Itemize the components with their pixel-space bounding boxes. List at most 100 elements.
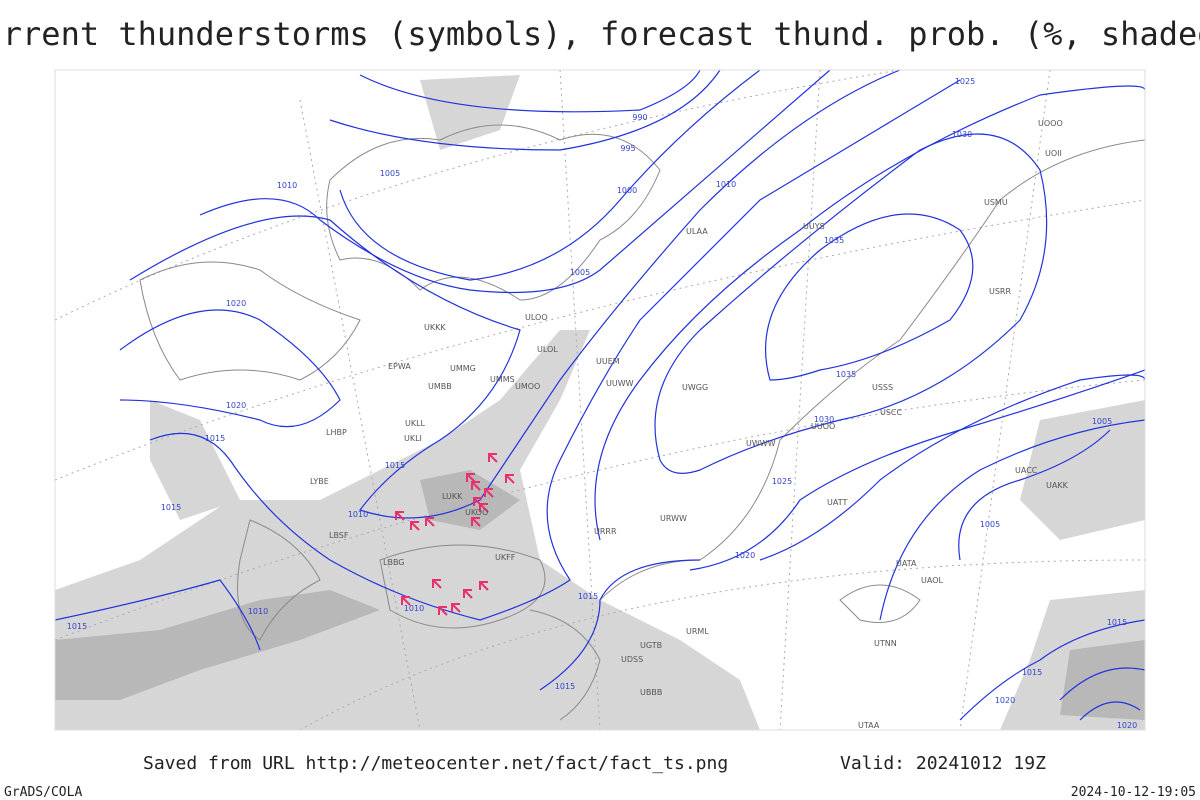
grid-line xyxy=(54,199,1146,481)
isobar xyxy=(764,213,974,381)
thunderstorm-symbol xyxy=(425,517,435,527)
shading-dark xyxy=(55,470,1145,720)
thunderstorm-symbol xyxy=(432,579,442,589)
isobar xyxy=(359,69,701,113)
station-label: UUYS xyxy=(803,222,825,231)
station-label: UATT xyxy=(827,498,847,507)
station-label: UKLL xyxy=(405,419,426,428)
map-labels: 990 995 1000 1005 1005 1010 1010 1025 1030 1035 10… xyxy=(67,77,1137,730)
station-label: URRR xyxy=(594,527,617,536)
prob-area xyxy=(1060,640,1145,720)
station-label: UTAA xyxy=(858,721,880,730)
station-label: UKFF xyxy=(495,553,516,562)
isobar-label: 1010 xyxy=(248,607,268,616)
coastline xyxy=(237,519,321,641)
map: 990 995 1000 1005 1005 1010 1010 1025 1030 1035 10… xyxy=(54,69,1146,731)
station-label: UAOL xyxy=(921,576,943,585)
thunderstorm-symbol xyxy=(451,603,461,613)
isobar xyxy=(1059,667,1146,721)
map-border xyxy=(54,69,1146,731)
isobar-label: 990 xyxy=(632,113,647,122)
station-label: UGTB xyxy=(640,641,662,650)
coastline xyxy=(139,261,361,381)
prob-area xyxy=(150,400,240,520)
source-url: Saved from URL http://meteocenter.net/fa… xyxy=(143,753,728,774)
thunderstorm-symbol xyxy=(479,503,489,513)
isobar xyxy=(689,369,1146,571)
isobar-label: 1015 xyxy=(385,461,405,470)
isobar-label: 1015 xyxy=(578,592,598,601)
thunderstorm-symbol xyxy=(466,473,476,483)
isobar xyxy=(879,419,1146,621)
isobar-label: 1010 xyxy=(348,510,368,519)
isobar-label: 1010 xyxy=(404,604,424,613)
station-label: UKLI xyxy=(404,434,422,443)
station-label: UUOO xyxy=(811,422,835,431)
station-label: UMOO xyxy=(515,382,540,391)
station-label: UOOO xyxy=(1038,119,1063,128)
grid-line xyxy=(779,69,821,731)
isobar-label: 1010 xyxy=(716,180,736,189)
isobar xyxy=(119,309,341,428)
isobar-label: 1025 xyxy=(772,477,792,486)
thunderstorm-symbol xyxy=(471,517,481,527)
station-label: USMU xyxy=(984,198,1008,207)
isobar-label: 995 xyxy=(620,144,635,153)
isobar-label: 1035 xyxy=(824,236,844,245)
isobar-label: 1015 xyxy=(205,434,225,443)
station-label: UKOO xyxy=(465,508,488,517)
station-label: UMMS xyxy=(490,375,515,384)
station-label: UMBB xyxy=(428,382,452,391)
isobar-label: 1005 xyxy=(1092,417,1112,426)
thunderstorm-symbols xyxy=(395,453,515,616)
station-label: USCC xyxy=(880,408,903,417)
station-label: UWGG xyxy=(682,383,708,392)
grid-line xyxy=(559,69,601,731)
isobar-label: 1015 xyxy=(555,682,575,691)
isobar xyxy=(329,69,721,151)
isobar-label: 1030 xyxy=(814,415,834,424)
isobar xyxy=(594,85,1146,541)
isobar xyxy=(149,79,961,621)
isobar xyxy=(958,429,1111,561)
isobar xyxy=(129,69,901,519)
station-label: UWWW xyxy=(746,439,776,448)
isobar-label: 1015 xyxy=(1022,668,1042,677)
station-label: LYBE xyxy=(310,477,329,486)
station-label: URML xyxy=(686,627,709,636)
isobar-label: 1015 xyxy=(1107,618,1127,627)
station-label: LHBP xyxy=(326,428,347,437)
isobar-label: 1020 xyxy=(226,401,246,410)
isobar-label: 1010 xyxy=(277,181,297,190)
isobars xyxy=(54,69,1146,721)
station-label: UUEM xyxy=(596,357,620,366)
station-label: UBBB xyxy=(640,688,662,697)
prob-area xyxy=(420,75,520,150)
isobar-label: 1015 xyxy=(161,503,181,512)
station-label: UAKK xyxy=(1046,481,1069,490)
isobar-label: 1020 xyxy=(995,696,1015,705)
station-label: UKKK xyxy=(424,323,446,332)
station-label: UDSS xyxy=(621,655,643,664)
valid-time: Valid: 20241012 19Z xyxy=(840,753,1046,774)
station-label: USRR xyxy=(989,287,1011,296)
isobar-label: 1030 xyxy=(952,130,972,139)
isobar xyxy=(199,69,831,294)
coastline xyxy=(529,609,601,721)
station-label: UTNN xyxy=(874,639,897,648)
isobar-label: 1005 xyxy=(570,268,590,277)
isobar-label: 1020 xyxy=(735,551,755,560)
isobar xyxy=(339,69,761,281)
prob-area xyxy=(1020,400,1145,540)
thunderstorm-symbol xyxy=(488,453,498,463)
station-label: UUWW xyxy=(606,379,634,388)
prob-area xyxy=(55,590,380,700)
station-label: ULOL xyxy=(537,345,558,354)
isobar-label: 1025 xyxy=(955,77,975,86)
station-label: UOII xyxy=(1045,149,1062,158)
station-label: UMMG xyxy=(450,364,476,373)
station-label: UATA xyxy=(896,559,917,568)
